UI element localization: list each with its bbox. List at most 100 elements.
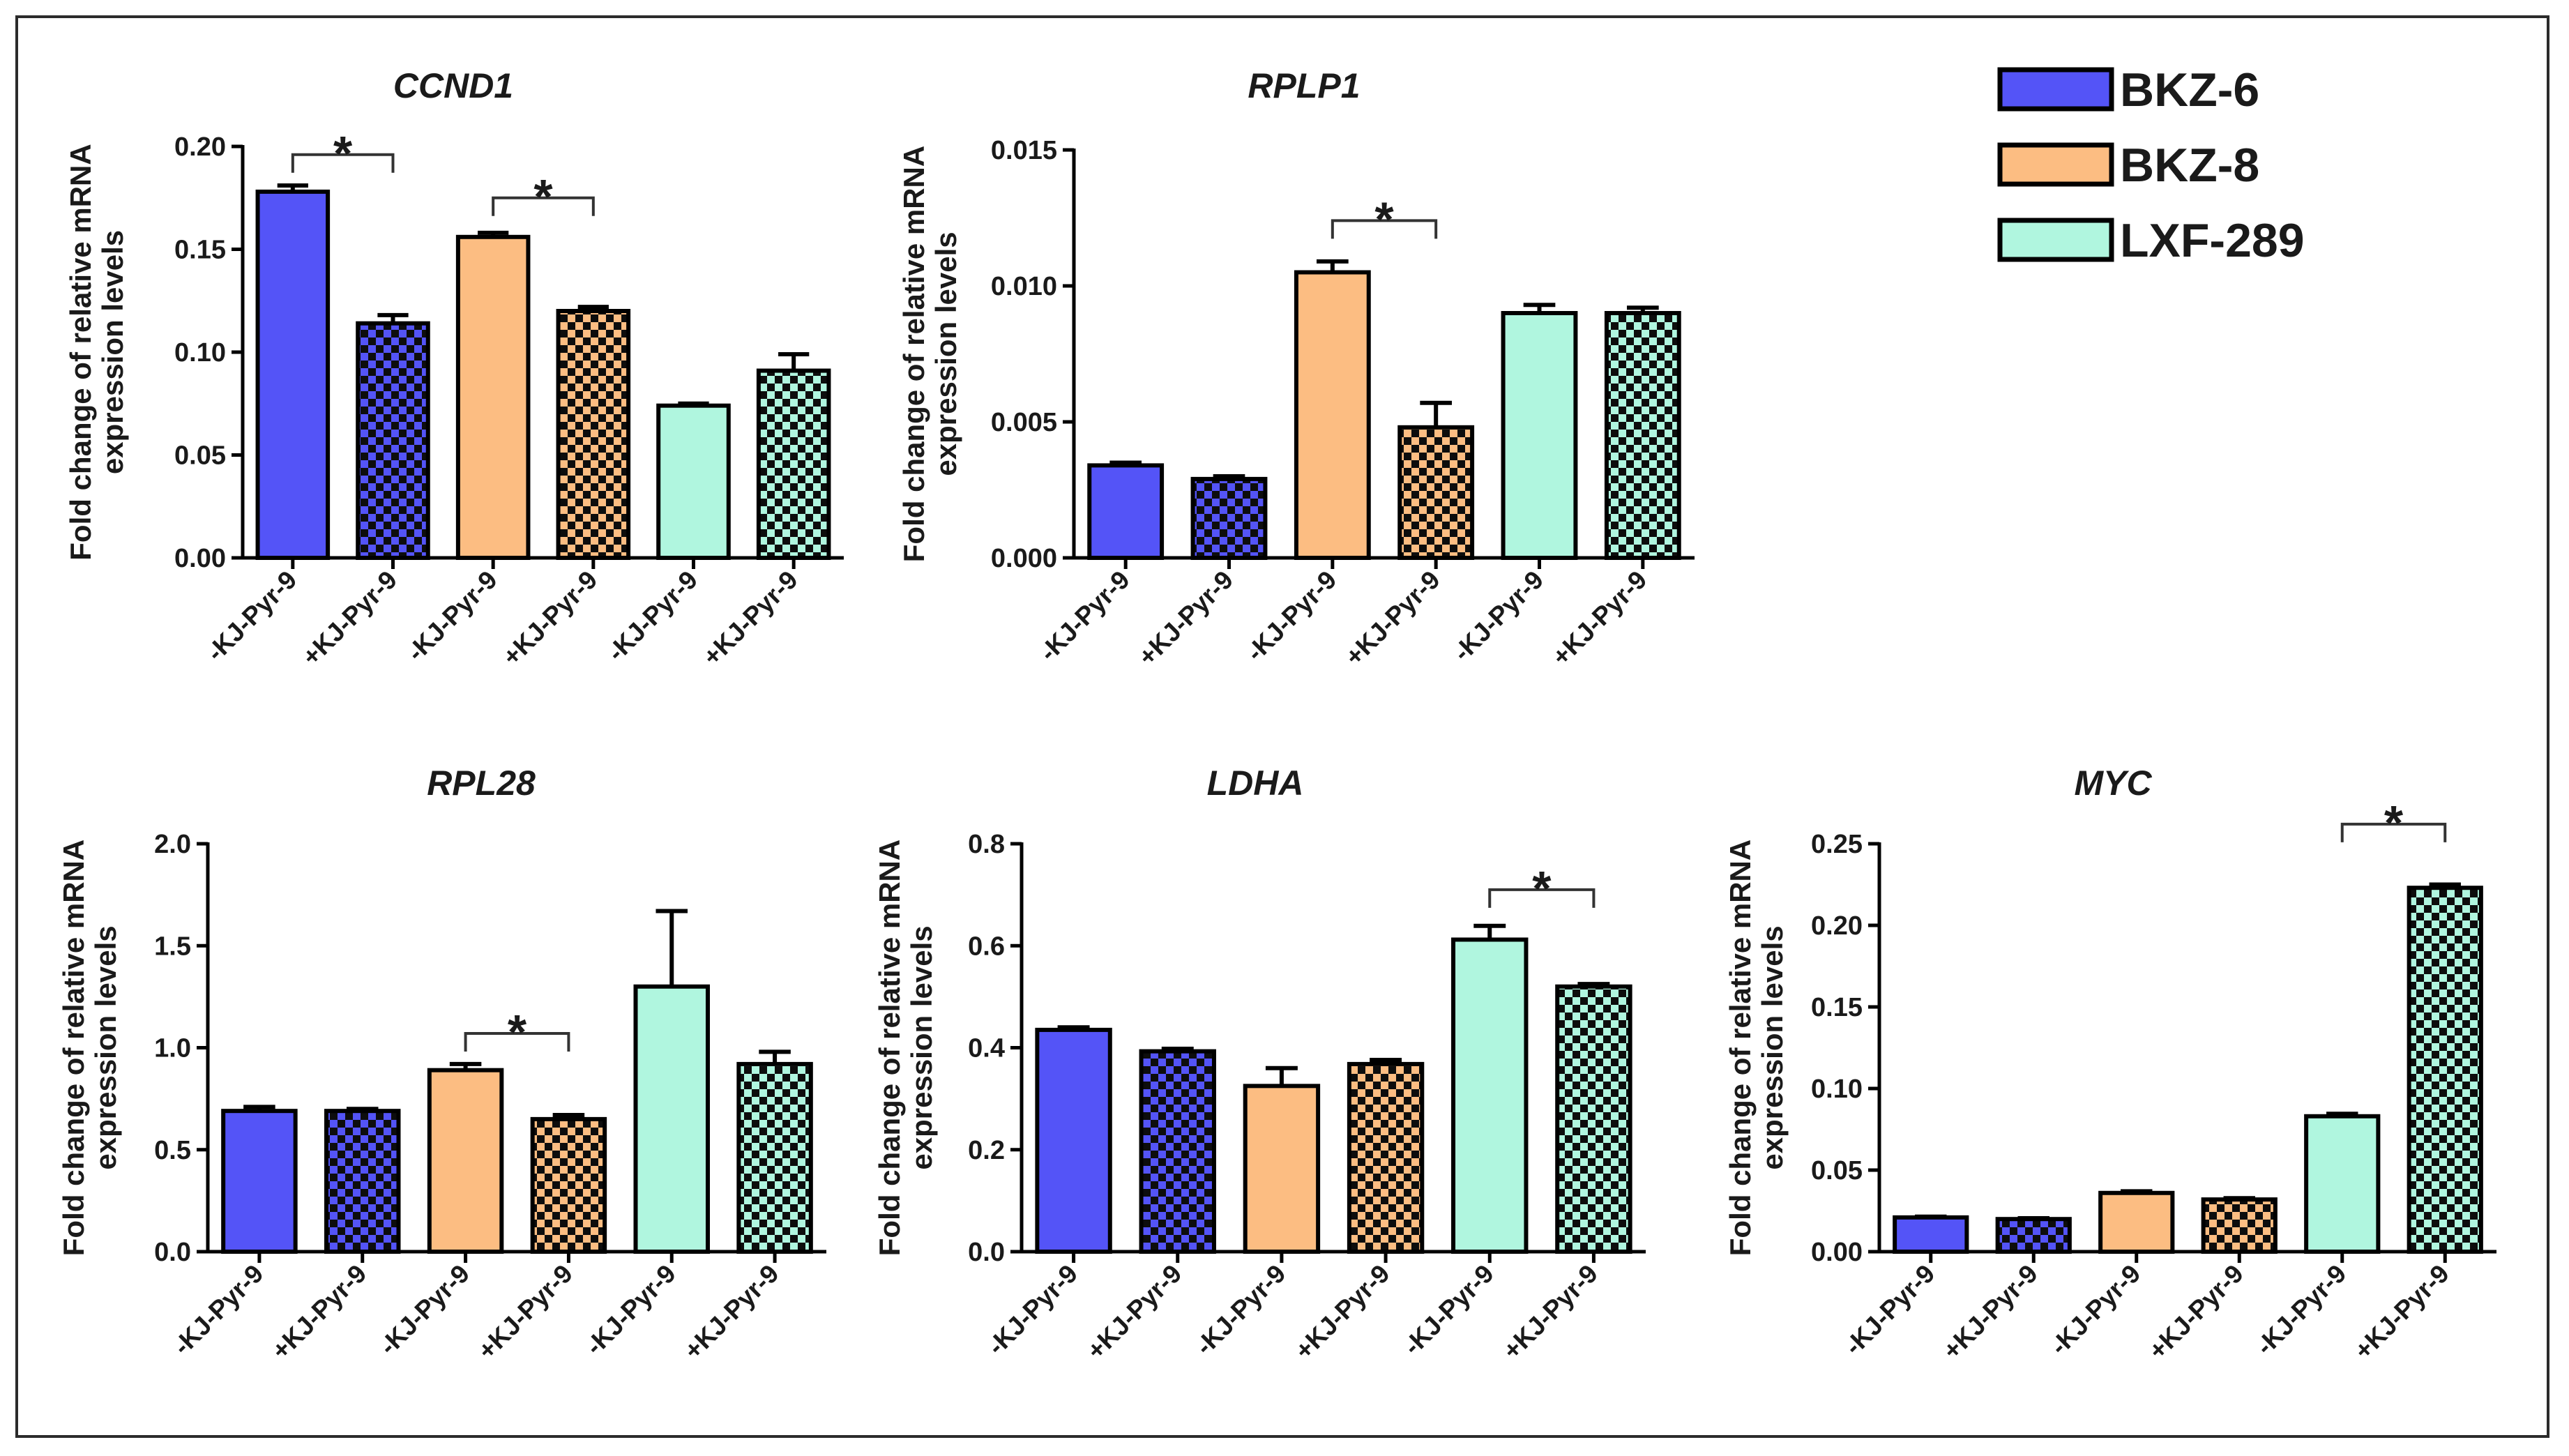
y-tick-label-ccnd1: 0.00 <box>174 544 226 573</box>
x-tick-label-myc: +KJ-Pyr-9 <box>2349 1259 2455 1365</box>
bar-ccnd1-bkz-8-plus <box>556 309 631 560</box>
bar-ldha-lxf-289-minus <box>1451 937 1529 1254</box>
significance-star-rplp1: * <box>1374 192 1394 246</box>
y-tick-label-ldha: 0.2 <box>968 1136 1005 1165</box>
bar-rplp1-bkz-6-plus <box>1190 476 1268 561</box>
chart-ldha: LDHA Fold change of relative mRNAexpressi… <box>873 764 1646 1365</box>
y-tick-label-ldha: 0.0 <box>968 1238 1005 1267</box>
bar-ldha-lxf-289-plus <box>1555 984 1632 1254</box>
bar-ccnd1-lxf-289-plus <box>756 368 831 560</box>
x-tick-label-rpl28: -KJ-Pyr-9 <box>167 1259 268 1360</box>
x-tick-label-myc: -KJ-Pyr-9 <box>2045 1259 2146 1360</box>
y-tick-label-ldha: 0.6 <box>968 932 1005 961</box>
x-tick-label-ldha: -KJ-Pyr-9 <box>1190 1259 1291 1360</box>
y-tick-label-rpl28: 1.0 <box>154 1034 191 1063</box>
x-tick-label-rpl28: +KJ-Pyr-9 <box>472 1259 578 1365</box>
x-tick-label-rplp1: -KJ-Pyr-9 <box>1448 566 1549 667</box>
x-tick-label-myc: +KJ-Pyr-9 <box>2143 1259 2249 1365</box>
y-tick-label-myc: 0.05 <box>1811 1156 1863 1185</box>
significance-star-ccnd1: * <box>333 126 353 181</box>
legend-swatch-bkz6 <box>1997 67 2114 112</box>
legend-item-lxf289: LXF-289 <box>1997 214 2305 267</box>
bar-rpl28-bkz-6-minus <box>221 1109 298 1254</box>
y-axis-label-ccnd1: Fold change of relative mRNAexpression l… <box>64 144 129 560</box>
legend-swatch-lxf289 <box>1997 218 2114 262</box>
significance-star-ldha: * <box>1532 861 1552 916</box>
x-tick-label-ccnd1: +KJ-Pyr-9 <box>697 566 803 672</box>
x-tick-label-rpl28: +KJ-Pyr-9 <box>679 1259 785 1365</box>
bar-ccnd1-bkz-6-plus <box>356 321 430 560</box>
legend: BKZ-6 BKZ-8 LXF-289 <box>1997 63 2305 267</box>
significance-bracket-myc <box>2340 822 2447 842</box>
bar-rplp1-bkz-8-plus <box>1397 425 1475 560</box>
x-tick-label-ccnd1: +KJ-Pyr-9 <box>497 566 603 672</box>
y-tick-label-ldha: 0.8 <box>968 830 1005 859</box>
bar-rpl28-bkz-8-minus <box>427 1068 504 1254</box>
bar-rplp1-bkz-6-minus <box>1087 463 1165 561</box>
x-tick-label-rpl28: -KJ-Pyr-9 <box>374 1259 475 1360</box>
bar-rpl28-lxf-289-minus <box>633 984 710 1254</box>
x-tick-label-ldha: +KJ-Pyr-9 <box>1082 1259 1188 1365</box>
x-tick-label-ccnd1: -KJ-Pyr-9 <box>402 566 503 667</box>
x-tick-label-rplp1: +KJ-Pyr-9 <box>1547 566 1653 672</box>
y-tick-label-rplp1: 0.010 <box>991 272 1057 301</box>
bar-ldha-bkz-6-plus <box>1139 1049 1216 1254</box>
bar-rpl28-bkz-6-plus <box>324 1109 401 1254</box>
x-tick-label-rpl28: +KJ-Pyr-9 <box>266 1259 372 1365</box>
bar-ccnd1-lxf-289-minus <box>656 403 731 561</box>
y-tick-label-ccnd1: 0.05 <box>174 441 226 471</box>
y-tick-label-ccnd1: 0.10 <box>174 338 226 367</box>
y-tick-label-myc: 0.25 <box>1811 830 1863 859</box>
x-tick-label-ccnd1: -KJ-Pyr-9 <box>602 566 703 667</box>
bar-rplp1-lxf-289-minus <box>1501 311 1578 560</box>
significance-bracket-ccnd1 <box>492 196 595 216</box>
y-tick-label-myc: 0.10 <box>1811 1075 1863 1104</box>
x-tick-label-ldha: -KJ-Pyr-9 <box>982 1259 1083 1360</box>
x-tick-label-ldha: +KJ-Pyr-9 <box>1497 1259 1603 1365</box>
x-tick-label-ccnd1: +KJ-Pyr-9 <box>296 566 402 672</box>
x-tick-label-myc: -KJ-Pyr-9 <box>1839 1259 1940 1360</box>
y-tick-label-ccnd1: 0.20 <box>174 132 226 162</box>
chart-title-myc: MYC <box>2074 764 2152 803</box>
bar-rpl28-lxf-289-plus <box>736 1061 813 1254</box>
bar-ldha-bkz-8-minus <box>1243 1084 1321 1254</box>
legend-label-bkz6: BKZ-6 <box>2120 63 2259 116</box>
significance-bracket-ccnd1 <box>291 153 395 173</box>
y-axis-label-myc: Fold change of relative mRNAexpression l… <box>1724 840 1789 1256</box>
bar-myc-lxf-289-minus <box>2304 1114 2381 1254</box>
x-tick-label-rpl28: -KJ-Pyr-9 <box>580 1259 681 1360</box>
y-tick-label-rpl28: 0.5 <box>154 1136 191 1165</box>
significance-bracket-ldha <box>1488 888 1596 908</box>
bar-ldha-bkz-6-minus <box>1035 1027 1112 1254</box>
y-tick-label-ldha: 0.4 <box>968 1034 1005 1063</box>
x-tick-label-ldha: +KJ-Pyr-9 <box>1289 1259 1395 1365</box>
y-tick-label-rplp1: 0.005 <box>991 408 1057 437</box>
chart-title-rpl28: RPL28 <box>427 764 536 803</box>
chart-rpl28: RPL28 Fold change of relative mRNAexpress… <box>57 764 826 1365</box>
x-tick-label-ccnd1: -KJ-Pyr-9 <box>201 566 302 667</box>
bar-ldha-bkz-8-plus <box>1347 1061 1425 1254</box>
y-tick-label-rpl28: 1.5 <box>154 932 191 961</box>
bar-myc-bkz-8-minus <box>2098 1190 2175 1254</box>
y-tick-label-myc: 0.20 <box>1811 911 1863 941</box>
y-axis-label-rplp1: Fold change of relative mRNAexpression l… <box>897 146 962 562</box>
x-tick-label-rplp1: +KJ-Pyr-9 <box>1132 566 1238 672</box>
bar-rplp1-lxf-289-plus <box>1604 311 1681 560</box>
significance-bracket-rplp1 <box>1331 219 1438 239</box>
y-tick-label-myc: 0.00 <box>1811 1238 1863 1267</box>
y-axis-label-rpl28: Fold change of relative mRNAexpression l… <box>57 840 122 1256</box>
x-tick-label-ldha: -KJ-Pyr-9 <box>1398 1259 1499 1360</box>
chart-ccnd1: CCND1 Fold change of relative mRNAexpress… <box>64 66 844 672</box>
y-tick-label-rpl28: 2.0 <box>154 830 191 859</box>
x-tick-label-myc: +KJ-Pyr-9 <box>1937 1259 2043 1365</box>
legend-item-bkz8: BKZ-8 <box>1997 139 2259 192</box>
significance-bracket-rpl28 <box>464 1032 570 1052</box>
bar-rplp1-bkz-8-minus <box>1294 270 1371 560</box>
x-tick-label-rplp1: -KJ-Pyr-9 <box>1034 566 1135 667</box>
y-tick-label-ccnd1: 0.15 <box>174 236 226 265</box>
significance-star-myc: * <box>2384 796 2404 850</box>
y-tick-label-rpl28: 0.0 <box>154 1238 191 1267</box>
x-tick-label-rplp1: -KJ-Pyr-9 <box>1241 566 1342 667</box>
legend-swatch-bkz8 <box>1997 142 2114 187</box>
y-tick-label-rplp1: 0.000 <box>991 544 1057 573</box>
